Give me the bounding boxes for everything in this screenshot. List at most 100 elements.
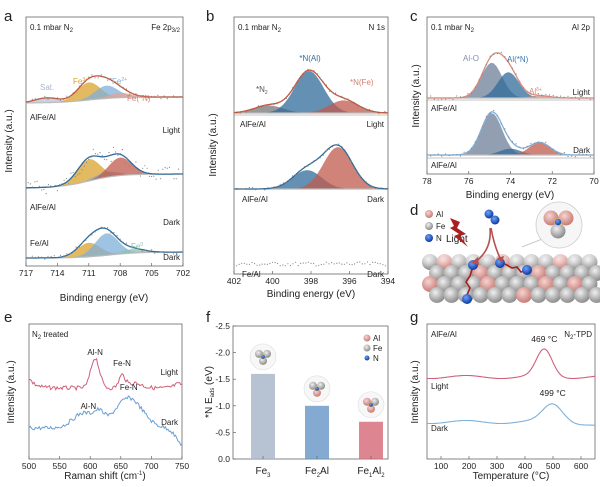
data-point [515, 143, 517, 145]
data-point [169, 96, 171, 98]
data-point [441, 155, 443, 157]
data-point [304, 165, 306, 168]
data-point [372, 186, 374, 188]
data-point [97, 77, 99, 79]
data-point [313, 262, 315, 264]
data-point [94, 77, 96, 79]
peak-label: Al-N [87, 348, 103, 357]
data-point [316, 73, 318, 75]
data-point [534, 96, 536, 98]
peak-label-al-o: Al-O [463, 54, 479, 63]
data-point [243, 262, 245, 264]
panel-a-condition-label: Dark [163, 218, 181, 227]
data-point [328, 90, 331, 92]
data-point [119, 152, 121, 155]
data-point [574, 156, 577, 158]
panel-e-frame [28, 323, 183, 460]
data-point [474, 86, 476, 88]
data-point [560, 153, 562, 155]
panel-b-ylabel: Intensity (a.u.) [208, 113, 219, 176]
data-point [103, 158, 106, 160]
data-point [38, 98, 40, 100]
data-point [384, 265, 386, 267]
tpd-line-dark [426, 403, 595, 426]
data-point [141, 95, 143, 97]
data-point [135, 161, 137, 163]
panel-c-x-tick-label: 78 [422, 176, 432, 186]
data-point [426, 96, 428, 98]
data-point [289, 264, 292, 267]
legend-fe-label: Fe [436, 222, 446, 231]
data-point [430, 155, 432, 157]
data-point [448, 97, 450, 99]
data-point [91, 234, 93, 236]
data-point [75, 91, 77, 93]
data-point [107, 227, 109, 229]
data-point [320, 263, 322, 266]
data-point [288, 180, 290, 182]
panel-g-xlabel: Temperature (°C) [473, 471, 550, 482]
data-point [359, 175, 361, 177]
data-point [574, 96, 577, 98]
data-point [77, 174, 79, 176]
data-point [81, 169, 83, 171]
legend-al-atom-icon [425, 210, 433, 218]
raman-line-light [29, 358, 183, 392]
y-tick-label: 0.0 [218, 454, 230, 464]
panel-a-x-tick-label: 717 [19, 268, 33, 278]
data-point [130, 163, 132, 165]
data-point [382, 264, 384, 266]
data-point [72, 250, 74, 252]
panel-b-trace [233, 68, 389, 115]
peak-label-al-n: Al(*N) [507, 55, 529, 64]
fit-component-fe0 [26, 249, 183, 258]
data-point [485, 64, 487, 66]
panel-a-condition-label: Light [163, 126, 181, 135]
data-point [582, 153, 584, 155]
data-point [552, 95, 554, 97]
data-point [344, 98, 346, 100]
legend-n-atom-icon [425, 234, 433, 242]
data-point [100, 226, 102, 228]
data-point [459, 155, 461, 157]
data-point [333, 263, 335, 265]
data-point [571, 97, 573, 99]
data-point [182, 251, 184, 253]
data-point [94, 231, 96, 233]
data-point [99, 152, 101, 154]
panel-b-xlabel: Binding energy (eV) [267, 289, 355, 300]
panel-b-sample-label: AlFe/Al [242, 195, 268, 204]
data-point [310, 262, 312, 264]
panel-letter-a: a [4, 8, 13, 25]
inset-n-atom-icon [260, 354, 266, 360]
panel-a-sample-label: Fe/Al [30, 239, 49, 248]
data-point [132, 246, 134, 248]
data-point [307, 68, 309, 70]
peak-label-fe-n: Fe(*N) [127, 94, 151, 103]
panel-g-x-tick-label: 200 [462, 461, 476, 471]
data-point [261, 106, 263, 109]
peak-label-al-delta: Alδ+ [529, 87, 542, 96]
data-point [54, 184, 56, 187]
data-point [125, 88, 128, 90]
data-point [166, 167, 168, 169]
panel-c-xlabel: Binding energy (eV) [466, 190, 554, 201]
data-point [144, 249, 146, 251]
data-point [261, 263, 263, 265]
data-point [56, 97, 59, 99]
data-point [264, 189, 266, 191]
data-point [179, 251, 181, 253]
data-point [233, 188, 235, 190]
data-point [493, 109, 495, 112]
data-point [151, 95, 153, 97]
data-point [267, 186, 269, 188]
migration-path [465, 265, 474, 296]
data-point [350, 160, 352, 162]
data-point [112, 146, 115, 149]
data-point [470, 92, 473, 94]
data-point [563, 151, 565, 154]
legend-al-label: Al [436, 210, 443, 219]
panel-b-region: N 1s [369, 23, 385, 32]
panel-g-sample: AlFe/Al [431, 330, 457, 339]
